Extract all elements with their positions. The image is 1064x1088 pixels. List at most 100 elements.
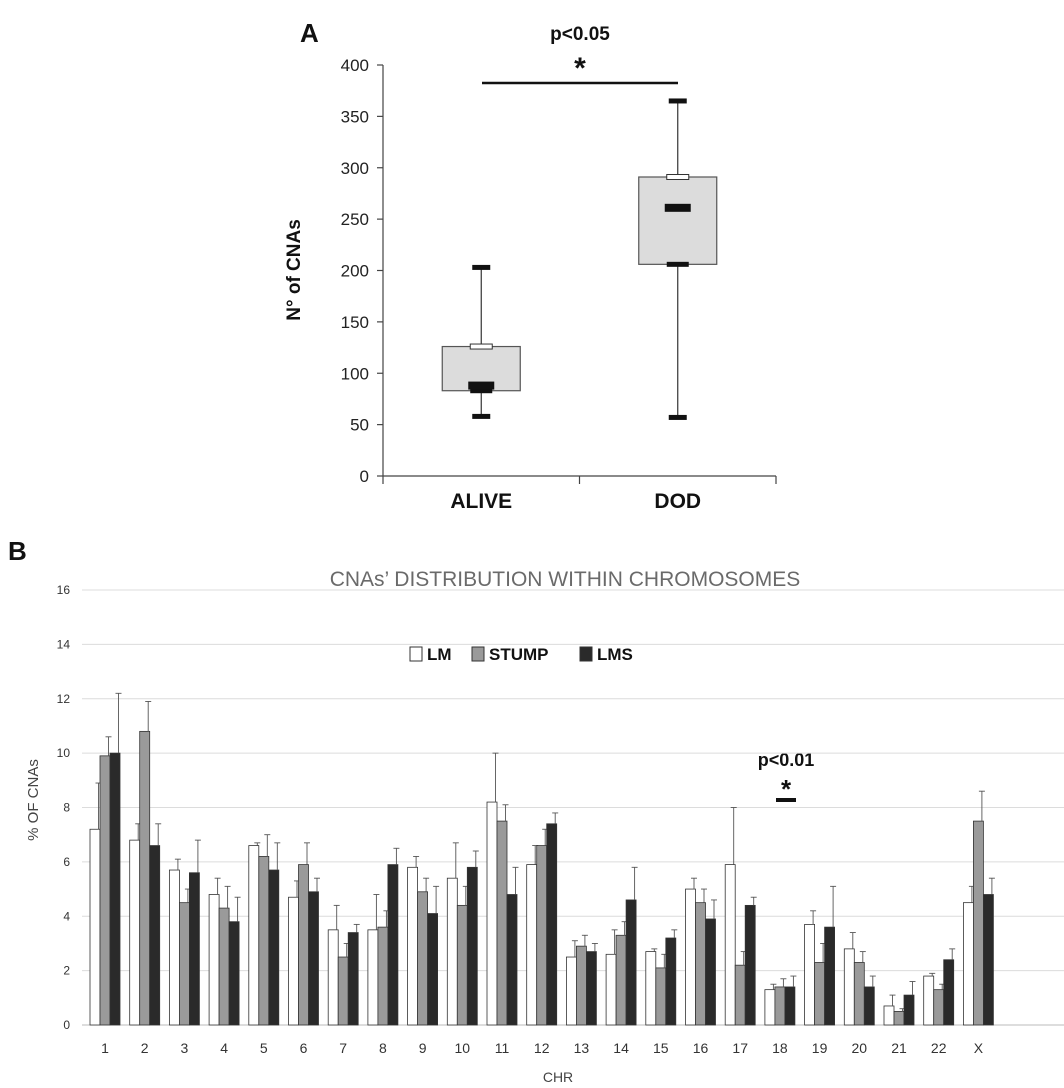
bar-stump xyxy=(258,856,270,1026)
panel-b-label: B xyxy=(8,536,27,566)
x-tick-label: 2 xyxy=(141,1040,149,1056)
x-tick-label: 1 xyxy=(101,1040,109,1056)
x-tick-label: 7 xyxy=(339,1040,347,1056)
y-tick-label: 300 xyxy=(341,159,369,178)
bar-stump xyxy=(456,904,468,1026)
bar-lm xyxy=(208,894,220,1026)
y-tick-label: 400 xyxy=(341,56,369,75)
bar-lm xyxy=(526,864,538,1026)
bar-stump xyxy=(178,902,190,1026)
q3-marker xyxy=(666,173,690,180)
x-tick-label: 8 xyxy=(379,1040,387,1056)
bar-stump xyxy=(695,902,706,1026)
x-tick-label: 21 xyxy=(891,1040,907,1056)
bar-stump xyxy=(337,956,349,1026)
bar-lm xyxy=(486,801,498,1026)
bar-lms xyxy=(665,937,677,1026)
y-tick-label: 8 xyxy=(63,801,70,815)
x-tick-label: 22 xyxy=(931,1040,947,1056)
bar-stump xyxy=(973,820,984,1026)
bar-lm xyxy=(724,864,736,1026)
bar-stump xyxy=(933,989,945,1026)
bar-stump xyxy=(655,967,667,1026)
y-tick-label: 6 xyxy=(63,855,70,869)
bar-lms xyxy=(943,959,955,1026)
bar-lm xyxy=(963,902,974,1026)
bar-stump xyxy=(139,730,151,1026)
x-tick-label: 19 xyxy=(812,1040,828,1056)
bar-lm xyxy=(843,948,855,1026)
bar-lms xyxy=(586,951,597,1026)
min-cap xyxy=(668,414,687,420)
x-tick-label: 17 xyxy=(732,1040,748,1056)
q1-marker xyxy=(470,388,493,394)
bar-stump xyxy=(774,986,786,1026)
bar-lm xyxy=(168,869,180,1026)
x-tick-label: 13 xyxy=(574,1040,590,1056)
x-tick-label: 11 xyxy=(495,1040,510,1056)
bar-stump xyxy=(853,962,865,1026)
panel-a-y-axis-label: N° of CNAs xyxy=(284,219,305,321)
y-tick-label: 0 xyxy=(360,467,369,486)
x-tick-label: 9 xyxy=(419,1040,427,1056)
legend-swatch-lms xyxy=(579,646,593,662)
panel-a-significance-star: * xyxy=(574,52,586,85)
x-tick-label: 20 xyxy=(852,1040,868,1056)
q1-marker xyxy=(666,261,689,267)
bar-lm xyxy=(367,929,379,1026)
bar-lms xyxy=(705,918,716,1026)
panel-a-significance-text: p<0.05 xyxy=(550,24,610,45)
legend-label-stump: STUMP xyxy=(489,645,549,664)
panel-b-significance-star: * xyxy=(781,774,792,804)
bar-lms xyxy=(983,894,994,1026)
x-tick-label: 18 xyxy=(772,1040,788,1056)
bar-lms xyxy=(149,845,161,1026)
bar-lm xyxy=(288,896,299,1026)
bar-lms xyxy=(347,932,359,1026)
x-category-label: ALIVE xyxy=(450,490,512,513)
bar-lm xyxy=(923,975,935,1026)
legend-label-lms: LMS xyxy=(597,645,633,664)
y-tick-label: 150 xyxy=(341,313,369,332)
x-tick-label: 4 xyxy=(220,1040,228,1056)
y-tick-label: 14 xyxy=(57,637,71,651)
y-tick-label: 100 xyxy=(341,364,369,383)
x-tick-label: 16 xyxy=(693,1040,709,1056)
bar-lm xyxy=(446,877,458,1026)
bar-lms xyxy=(228,921,240,1026)
bar-lms xyxy=(903,994,915,1026)
bar-stump xyxy=(734,964,746,1026)
bar-lm xyxy=(804,924,815,1026)
bar-lms xyxy=(784,986,796,1026)
bar-stump xyxy=(377,926,389,1026)
bar-lm xyxy=(685,888,696,1026)
bar-lms xyxy=(625,899,637,1026)
bar-stump xyxy=(615,934,627,1026)
bar-stump xyxy=(893,1011,905,1026)
bar-stump xyxy=(218,907,230,1026)
y-tick-label: 10 xyxy=(57,746,71,760)
max-cap xyxy=(668,98,687,104)
panel-b-title: CNAs’ DISTRIBUTION WITHIN CHROMOSOMES xyxy=(330,568,801,591)
legend-swatch-stump xyxy=(471,646,485,662)
max-cap xyxy=(472,264,491,270)
panel-a-label: A xyxy=(300,18,319,48)
y-tick-label: 350 xyxy=(341,107,369,126)
panel-b-significance-text: p<0.01 xyxy=(758,750,815,770)
y-tick-label: 0 xyxy=(63,1018,70,1032)
bar-lm xyxy=(129,839,141,1026)
bar-lm xyxy=(883,1005,895,1026)
y-tick-label: 200 xyxy=(341,262,369,281)
bar-stump xyxy=(536,845,548,1026)
x-tick-label: 10 xyxy=(455,1040,471,1056)
bar-lms xyxy=(427,913,439,1026)
bar-lm xyxy=(645,951,657,1026)
bar-lms xyxy=(308,891,319,1026)
y-tick-label: 50 xyxy=(350,416,369,435)
x-category-label: DOD xyxy=(654,490,701,513)
bar-lm xyxy=(327,929,339,1026)
panel-b-y-axis-label: % OF CNAs xyxy=(25,759,42,841)
bar-stump xyxy=(417,891,429,1026)
